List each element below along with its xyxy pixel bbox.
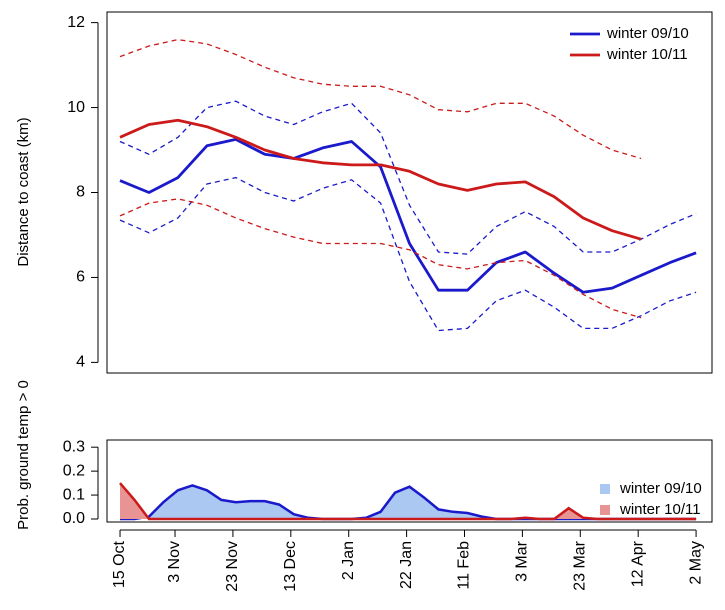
y-tick-label: 10 [67,99,85,116]
x-tick-label: 23 Nov [224,541,241,592]
legend-swatch [600,505,610,515]
y-tick-label: 0.1 [63,486,85,503]
legend-label: winter 10/11 [606,46,688,63]
line [119,138,697,294]
y-tick-label: 0.3 [63,438,85,455]
x-tick-label: 15 Oct [111,540,128,588]
y-tick-label: 6 [76,269,85,286]
bound-line [119,176,697,332]
legend-label: winter 09/10 [606,25,689,42]
plot-frame [106,439,713,523]
x-tick-label: 12 Apr [629,540,646,587]
x-tick-label: 22 Jan [398,541,415,589]
x-tick-label: 3 Nov [166,541,183,583]
legend-label: winter 09/10 [619,480,702,497]
y-tick-label: 0.2 [63,462,85,479]
y-axis-label: Prob. ground temp > 0 [15,380,32,530]
line [119,118,642,241]
legend-swatch [600,484,610,494]
y-tick-label: 0.0 [63,510,85,527]
bound-line [119,38,642,160]
x-tick-label: 13 Dec [282,541,299,592]
x-tick-label: 23 Mar [572,540,589,590]
x-tick-label: 2 May [687,541,704,585]
plot-frame [106,11,713,374]
bound-line [119,100,697,255]
x-tick-label: 11 Feb [456,541,473,590]
x-tick-label: 3 Mar [514,540,531,582]
legend-label: winter 10/11 [619,501,701,518]
area [120,485,697,520]
y-tick-label: 12 [67,14,85,31]
bound-line [119,198,642,319]
area-line [119,482,697,521]
y-tick-label: 4 [76,354,85,371]
x-tick-label: 2 Jan [340,541,357,580]
y-tick-label: 8 [76,184,85,201]
y-axis-label: Distance to coast (km) [15,117,32,266]
